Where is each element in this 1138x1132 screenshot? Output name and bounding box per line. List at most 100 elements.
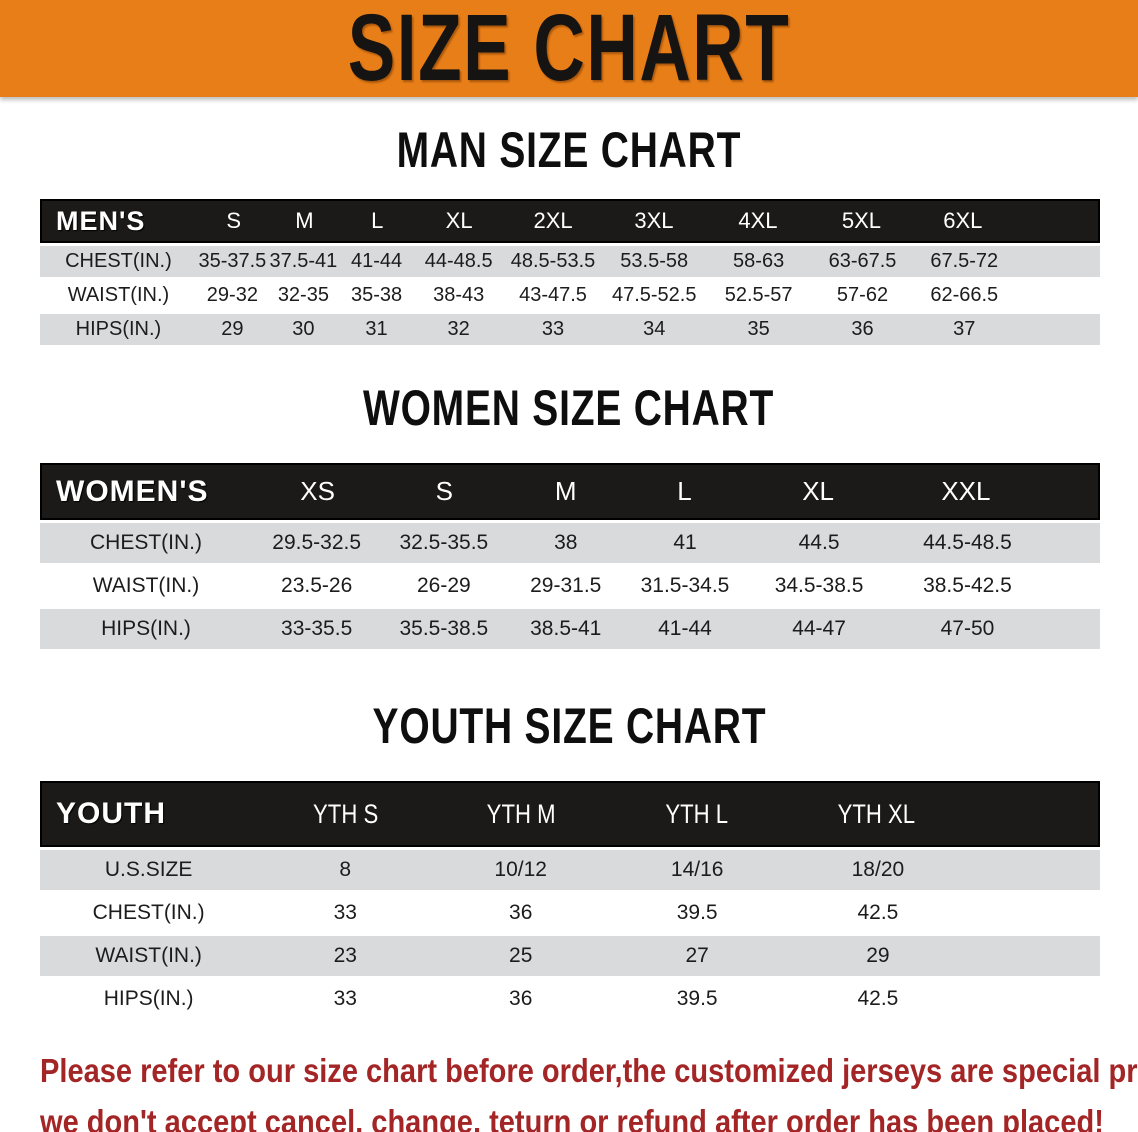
size-value: 57-62 xyxy=(836,284,889,306)
column-header: XS xyxy=(300,476,335,506)
women-size-table: WOMEN'S XS S M L XL XXL CHEST(IN.) 29.5-… xyxy=(40,463,1100,649)
table-row-hips: HIPS(IN.) 29 30 31 32 33 34 35 36 37 xyxy=(40,314,1100,345)
column-header: 4XL xyxy=(738,208,778,233)
column-header: 6XL xyxy=(943,208,983,233)
row-label: HIPS(IN.) xyxy=(75,318,162,340)
size-value: 44.5 xyxy=(798,531,840,554)
size-value: 23 xyxy=(333,944,357,967)
banner: SIZE CHART xyxy=(0,0,1138,97)
size-value: 44.5-48.5 xyxy=(923,531,1012,554)
table-row-hips: HIPS(IN.) 33-35.5 35.5-38.5 38.5-41 41-4… xyxy=(40,609,1100,649)
size-value: 62-66.5 xyxy=(930,284,999,306)
heading-text: YOUTH SIZE CHART xyxy=(372,698,766,754)
size-value: 38.5-41 xyxy=(530,617,602,640)
size-value: 38.5-42.5 xyxy=(923,574,1012,597)
size-value: 52.5-57 xyxy=(724,284,793,306)
column-header: L xyxy=(677,476,692,506)
table-row-chest: CHEST(IN.) 29.5-32.5 32.5-35.5 38 41 44.… xyxy=(40,523,1100,563)
size-value: 36 xyxy=(851,318,874,340)
size-value: 41-44 xyxy=(350,250,403,272)
row-label: WAIST(IN.) xyxy=(67,284,170,306)
size-value: 47-50 xyxy=(940,617,995,640)
size-value: 27 xyxy=(685,944,709,967)
table-row-chest: CHEST(IN.) 35-37.5 37.5-41 41-44 44-48.5… xyxy=(40,246,1100,277)
table-row-chest: CHEST(IN.) 33 36 39.5 42.5 xyxy=(40,893,1100,933)
size-value: 33 xyxy=(333,987,357,1010)
size-value: 37 xyxy=(953,318,976,340)
size-value: 47.5-52.5 xyxy=(611,284,697,306)
size-value: 38-43 xyxy=(433,284,485,306)
size-value: 42.5 xyxy=(857,987,899,1010)
size-value: 44-48.5 xyxy=(424,250,493,272)
men-size-table: MEN'S S M L XL 2XL 3XL 4XL 5XL 6XL CHEST… xyxy=(40,199,1100,345)
column-header: M xyxy=(295,208,314,233)
table-header-label: YOUTH xyxy=(56,797,166,830)
youth-size-table: YOUTH YTH S YTH M YTH L YTH XL U.S.SIZE … xyxy=(40,781,1100,1019)
size-value: 53.5-58 xyxy=(620,250,689,272)
column-header: L xyxy=(371,208,384,233)
table-header-label: MEN'S xyxy=(56,205,146,236)
heading-text: WOMEN SIZE CHART xyxy=(363,380,775,436)
table-row-hips: HIPS(IN.) 33 36 39.5 42.5 xyxy=(40,979,1100,1019)
size-value: 33 xyxy=(333,901,357,924)
size-value: 32-35 xyxy=(277,284,329,306)
size-value: 31 xyxy=(365,318,388,340)
youth-table-header-row: YOUTH YTH S YTH M YTH L YTH XL xyxy=(40,781,1100,847)
row-label: WAIST(IN.) xyxy=(92,574,200,597)
size-value: 29 xyxy=(221,318,244,340)
size-value: 26-29 xyxy=(416,574,471,597)
table-row-waist: WAIST(IN.) 29-32 32-35 35-38 38-43 43-47… xyxy=(40,280,1100,311)
disclaimer-note: Please refer to our size chart before or… xyxy=(40,1045,1138,1132)
size-value: 42.5 xyxy=(857,901,899,924)
size-value: 14/16 xyxy=(670,858,724,881)
table-header-label: WOMEN'S xyxy=(56,474,209,508)
size-value: 23.5-26 xyxy=(281,574,353,597)
size-value: 30 xyxy=(292,318,315,340)
heading-text: MAN SIZE CHART xyxy=(396,122,742,178)
disclaimer-line-2: we don't accept cancel, change, teturn o… xyxy=(40,1103,1104,1132)
size-value: 18/20 xyxy=(851,858,905,881)
size-value: 36 xyxy=(509,901,533,924)
size-value: 29-31.5 xyxy=(530,574,602,597)
size-value: 41-44 xyxy=(658,617,712,640)
table-row-waist: WAIST(IN.) 23.5-26 26-29 29-31.5 31.5-34… xyxy=(40,566,1100,606)
size-value: 32 xyxy=(447,318,470,340)
size-value: 35.5-38.5 xyxy=(399,617,489,640)
size-value: 63-67.5 xyxy=(828,250,897,272)
column-header: S xyxy=(226,208,241,233)
table-row-us-size: U.S.SIZE 8 10/12 14/16 18/20 xyxy=(40,850,1100,890)
section-heading-women: WOMEN SIZE CHART xyxy=(0,383,1138,433)
size-value: 38 xyxy=(554,531,578,554)
size-value: 37.5-41 xyxy=(269,250,338,272)
size-value: 43-47.5 xyxy=(519,284,587,306)
banner-title: SIZE CHART xyxy=(347,0,791,101)
column-header: XL xyxy=(445,208,473,233)
column-header: 2XL xyxy=(533,208,573,233)
size-value: 29.5-32.5 xyxy=(272,531,362,554)
column-header: 5XL xyxy=(841,208,881,233)
column-header: YTH M xyxy=(486,798,556,829)
table-row-waist: WAIST(IN.) 23 25 27 29 xyxy=(40,936,1100,976)
size-value: 32.5-35.5 xyxy=(399,531,489,554)
column-header: YTH XL xyxy=(837,798,916,829)
column-header: YTH S xyxy=(313,798,379,829)
size-value: 35-38 xyxy=(350,284,403,306)
column-header: M xyxy=(554,476,577,506)
column-header: XL xyxy=(802,476,834,506)
men-table-header-row: MEN'S S M L XL 2XL 3XL 4XL 5XL 6XL xyxy=(40,199,1100,243)
size-value: 39.5 xyxy=(676,987,718,1010)
size-value: 48.5-53.5 xyxy=(510,250,596,272)
column-header: 3XL xyxy=(634,208,674,233)
size-value: 29-32 xyxy=(206,284,258,306)
size-value: 39.5 xyxy=(676,901,718,924)
section-heading-man: MAN SIZE CHART xyxy=(0,125,1138,175)
row-label: HIPS(IN.) xyxy=(103,987,194,1010)
size-value: 29 xyxy=(866,944,890,967)
column-header: S xyxy=(435,476,453,506)
size-value: 34.5-38.5 xyxy=(774,574,864,597)
column-header: XXL xyxy=(941,476,991,506)
size-value: 35-37.5 xyxy=(198,250,267,272)
size-value: 67.5-72 xyxy=(930,250,999,272)
row-label: WAIST(IN.) xyxy=(95,944,202,967)
size-value: 36 xyxy=(509,987,533,1010)
